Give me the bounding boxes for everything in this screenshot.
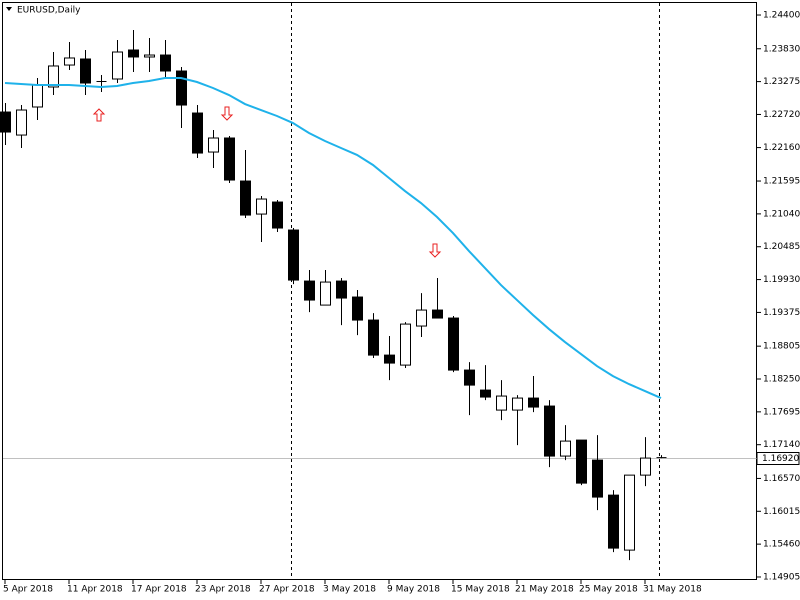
y-tick-label: 1.23275: [763, 77, 800, 87]
y-tick-label: 1.16570: [763, 474, 800, 484]
candle-body: [336, 280, 347, 299]
current-price-label: 1.16920: [762, 454, 799, 464]
candle-body: [272, 201, 283, 229]
candle-body: [208, 137, 219, 153]
x-tick-label: 31 May 2018: [643, 585, 702, 595]
y-tick-label: 1.22720: [763, 110, 800, 120]
candle-body: [304, 280, 315, 301]
chart-title: EURUSD,Daily: [17, 6, 81, 16]
candle-body: [400, 323, 411, 366]
x-tick-label: 5 Apr 2018: [3, 585, 53, 595]
candle-body: [528, 397, 539, 408]
candle-body: [240, 180, 251, 216]
y-tick-label: 1.19375: [763, 308, 800, 318]
candle-body: [496, 395, 507, 411]
candle-body: [432, 309, 443, 319]
x-tick-label: 23 Apr 2018: [195, 585, 251, 595]
candle-body: [176, 70, 187, 106]
candle-body: [592, 459, 603, 498]
candle-body: [640, 457, 651, 476]
candle-body: [112, 51, 123, 80]
candle-body: [624, 474, 635, 551]
candle-body: [368, 319, 379, 356]
y-tick-label: 1.23830: [763, 44, 800, 54]
x-tick-label: 11 Apr 2018: [67, 585, 123, 595]
x-tick-label: 15 May 2018: [451, 585, 510, 595]
candle-body: [320, 281, 331, 306]
candle-body: [160, 54, 171, 72]
y-tick-label: 1.14905: [763, 572, 800, 582]
plot: [0, 29, 757, 561]
candle-body: [384, 354, 395, 364]
candle-body: [560, 440, 571, 457]
y-tick-label: 1.20485: [763, 242, 800, 252]
candle-body: [480, 389, 491, 398]
candle-body: [32, 84, 43, 108]
down-arrow: [428, 243, 442, 258]
y-tick-label: 1.24400: [763, 11, 800, 21]
candle-body: [464, 369, 475, 386]
x-tick-label: 3 May 2018: [323, 585, 376, 595]
x-tick-label: 17 Apr 2018: [131, 585, 187, 595]
x-tick-label: 27 Apr 2018: [259, 585, 315, 595]
candle-body: [16, 109, 27, 136]
y-tick-label: 1.18250: [763, 375, 800, 385]
candle-body: [224, 137, 235, 181]
candle-body: [64, 57, 75, 66]
plot-frame: [2, 2, 757, 580]
candle-body: [448, 317, 459, 371]
candle-body: [576, 439, 587, 484]
candle-body: [608, 494, 619, 549]
y-tick-label: 1.16015: [763, 507, 800, 517]
candle-body: [80, 58, 91, 84]
candle-body: [544, 405, 555, 457]
down-arrow: [220, 106, 234, 121]
y-tick-label: 1.15460: [763, 540, 800, 550]
candle-body: [288, 229, 299, 281]
current-price-box: [756, 452, 800, 465]
candle-body: [0, 111, 11, 133]
candle-body: [512, 397, 523, 411]
x-tick-label: 21 May 2018: [515, 585, 574, 595]
candle-body: [352, 296, 363, 321]
x-tick-label: 9 May 2018: [387, 585, 440, 595]
candle-body: [256, 198, 267, 215]
x-tick-label: 25 May 2018: [579, 585, 638, 595]
candle-body: [128, 49, 139, 58]
up-arrow: [92, 108, 106, 122]
y-tick-label: 1.17695: [763, 407, 800, 417]
candle-body: [416, 309, 427, 327]
y-tick-label: 1.22160: [763, 143, 800, 153]
y-tick-label: 1.21595: [763, 177, 800, 187]
candle-body: [144, 54, 155, 58]
moving-average: [4, 76, 662, 399]
candle-body: [48, 65, 59, 88]
y-tick-label: 1.17140: [763, 440, 800, 450]
y-tick-label: 1.19930: [763, 275, 800, 285]
y-tick-label: 1.18805: [763, 342, 800, 352]
menu-arrow[interactable]: [6, 7, 12, 11]
candle-body: [192, 112, 203, 154]
y-tick-label: 1.21040: [763, 209, 800, 219]
